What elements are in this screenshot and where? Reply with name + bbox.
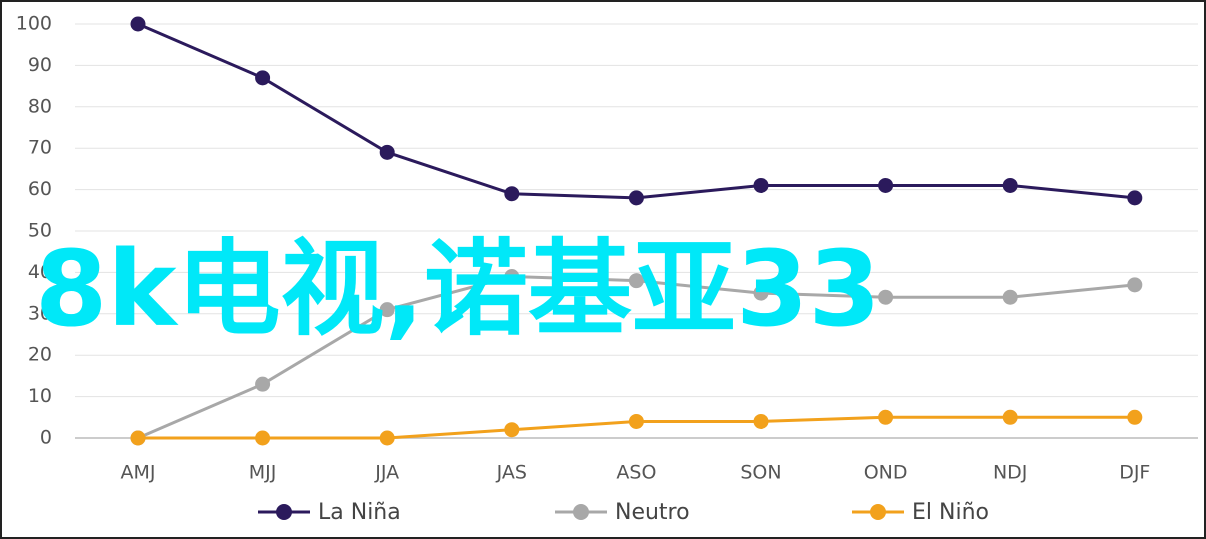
point	[878, 409, 894, 425]
point	[628, 273, 644, 289]
y-tick-label: 0	[40, 427, 52, 449]
x-tick-label: MJJ	[249, 462, 277, 484]
point	[379, 144, 395, 160]
point	[1002, 409, 1018, 425]
x-tick-label: DJF	[1119, 462, 1150, 484]
point	[1127, 277, 1143, 293]
x-tick-label: ASO	[616, 462, 656, 484]
x-tick-label: JJA	[374, 462, 399, 484]
point	[753, 413, 769, 429]
point	[504, 186, 520, 202]
y-tick-label: 50	[28, 220, 52, 242]
y-tick-label: 10	[28, 385, 52, 407]
point	[379, 430, 395, 446]
legend-marker	[276, 504, 292, 520]
legend-label: El Niño	[912, 500, 989, 525]
point	[1002, 289, 1018, 305]
legend-label: La Niña	[318, 500, 401, 525]
point	[255, 376, 271, 392]
y-tick-label: 80	[28, 95, 52, 117]
y-tick-label: 70	[28, 137, 52, 159]
point	[753, 285, 769, 301]
point	[255, 430, 271, 446]
y-tick-label: 60	[28, 178, 52, 200]
point	[130, 430, 146, 446]
x-tick-label: SON	[740, 462, 781, 484]
legend-marker	[870, 504, 886, 520]
y-tick-label: 90	[28, 54, 52, 76]
point	[504, 422, 520, 438]
point	[255, 70, 271, 86]
point	[628, 190, 644, 206]
x-tick-label: NDJ	[993, 462, 1027, 484]
x-tick-label: OND	[864, 462, 908, 484]
y-tick-label: 20	[28, 344, 52, 366]
point	[1002, 177, 1018, 193]
y-tick-label: 100	[16, 13, 52, 35]
point	[878, 289, 894, 305]
x-tick-label: AMJ	[121, 462, 156, 484]
y-tick-label: 40	[28, 261, 52, 283]
point	[628, 413, 644, 429]
point	[1127, 409, 1143, 425]
series-line	[137, 22, 1135, 200]
point	[1127, 190, 1143, 206]
x-tick-label: JAS	[496, 462, 527, 484]
y-tick-label: 30	[28, 302, 52, 324]
point	[130, 16, 146, 32]
point	[379, 302, 395, 318]
point	[504, 269, 520, 285]
point	[753, 177, 769, 193]
overlay-text: 8k电视,诺基亚33	[35, 228, 881, 350]
legend-marker	[573, 504, 589, 520]
point	[878, 177, 894, 193]
legend-label: Neutro	[615, 500, 690, 525]
